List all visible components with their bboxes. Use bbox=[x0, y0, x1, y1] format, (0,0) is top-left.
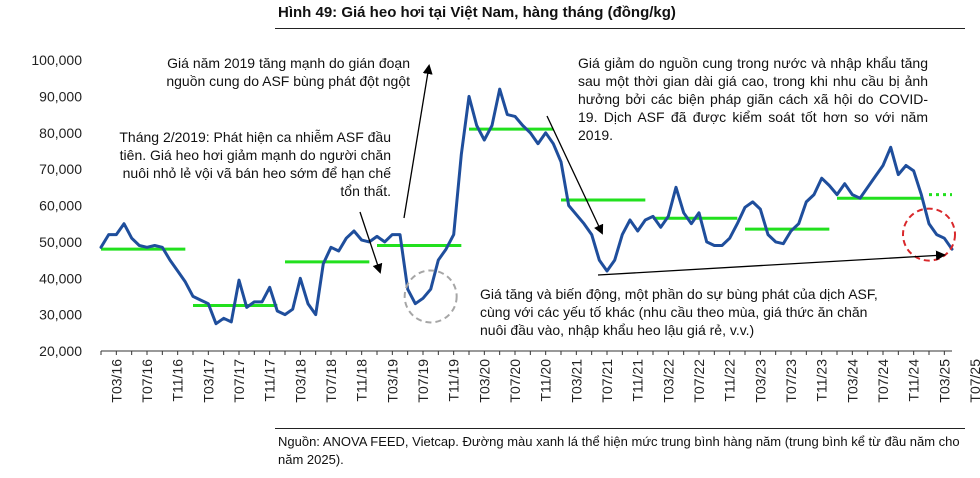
annual-average-lines bbox=[101, 127, 952, 308]
x-tick-label: T03/25 bbox=[936, 359, 952, 403]
recent-price-circle bbox=[902, 207, 956, 262]
x-tick-label: T11/22 bbox=[722, 359, 738, 402]
y-tick-label: 80,000 bbox=[39, 125, 82, 141]
x-tick-label: T07/20 bbox=[507, 359, 523, 403]
y-tick-label: 30,000 bbox=[39, 307, 82, 323]
annotation-recent-rise: Giá tăng và biến động, một phần do sự bù… bbox=[480, 286, 878, 338]
x-tick-label: T11/16 bbox=[170, 359, 186, 402]
y-tick-label: 60,000 bbox=[39, 198, 82, 214]
x-tick-label: T03/19 bbox=[384, 359, 400, 403]
x-tick-label: T03/17 bbox=[200, 359, 216, 403]
x-tick-label: T03/23 bbox=[752, 359, 768, 403]
x-tick-label: T07/22 bbox=[691, 359, 707, 403]
x-tick-label: T11/19 bbox=[446, 359, 462, 402]
x-tick-label: T11/20 bbox=[538, 359, 554, 402]
annotation-covid-drop: Giá giảm do nguồn cung trong nước và nhậ… bbox=[578, 55, 928, 143]
source-rule bbox=[275, 428, 965, 429]
x-tick-label: T07/23 bbox=[783, 359, 799, 403]
x-tick-label: T07/17 bbox=[231, 359, 247, 403]
x-tick-label: T07/16 bbox=[139, 359, 155, 403]
x-axis: T03/16 T07/16 T11/16 T03/17 T07/17 T11/17 T03/… bbox=[100, 350, 980, 403]
y-tick-label: 40,000 bbox=[39, 270, 82, 286]
x-tick-label: T11/17 bbox=[262, 359, 278, 402]
figure-title: Hình 49: Giá heo hơi tại Việt Nam, hàng … bbox=[278, 4, 676, 21]
x-tick-label: T07/21 bbox=[599, 359, 615, 403]
y-tick-label: 50,000 bbox=[39, 234, 82, 250]
y-tick-label: 90,000 bbox=[39, 88, 82, 104]
title-rule bbox=[275, 28, 965, 29]
price-line bbox=[99, 87, 954, 326]
x-tick-label: T11/23 bbox=[814, 359, 830, 402]
source-note: Nguồn: ANOVA FEED, Vietcap. Đường màu xa… bbox=[278, 434, 960, 467]
annotation-asf-feb-2019: Tháng 2/2019: Phát hiện ca nhiễm ASF đầu… bbox=[119, 129, 391, 199]
y-tick-label: 100,000 bbox=[31, 52, 82, 68]
annotation-asf-2019-rise: Giá năm 2019 tăng mạnh do gián đoạn nguồ… bbox=[166, 55, 410, 89]
arrow-2019-rise bbox=[403, 64, 433, 219]
annotation-marks bbox=[359, 64, 956, 324]
x-tick-label: T03/22 bbox=[660, 359, 676, 403]
x-tick-label: T07/24 bbox=[875, 359, 891, 403]
arrow-covid-drop bbox=[546, 115, 604, 235]
y-tick-label: 20,000 bbox=[39, 343, 82, 359]
x-tick-label: T11/18 bbox=[354, 359, 370, 402]
x-tick-label: T03/20 bbox=[476, 359, 492, 403]
asf-2019-dip-circle bbox=[403, 269, 458, 324]
x-tick-label: T03/16 bbox=[108, 359, 124, 403]
y-axis: 20,000 30,000 40,000 50,000 60,000 70,000 80,0… bbox=[31, 52, 82, 359]
arrow-recent-rise bbox=[597, 250, 946, 276]
x-tick-label: T07/19 bbox=[415, 359, 431, 403]
x-tick-label: T11/21 bbox=[630, 359, 646, 402]
x-tick-label: T07/25 bbox=[967, 359, 980, 403]
x-tick-label: T03/24 bbox=[844, 359, 860, 403]
arrow-feb-2019 bbox=[359, 211, 383, 274]
x-tick-label: T07/18 bbox=[323, 359, 339, 403]
y-tick-label: 70,000 bbox=[39, 161, 82, 177]
x-tick-label: T11/24 bbox=[906, 359, 922, 402]
price-series bbox=[99, 87, 954, 326]
x-tick-label: T03/21 bbox=[568, 359, 584, 403]
x-tick-label: T03/18 bbox=[292, 359, 308, 403]
